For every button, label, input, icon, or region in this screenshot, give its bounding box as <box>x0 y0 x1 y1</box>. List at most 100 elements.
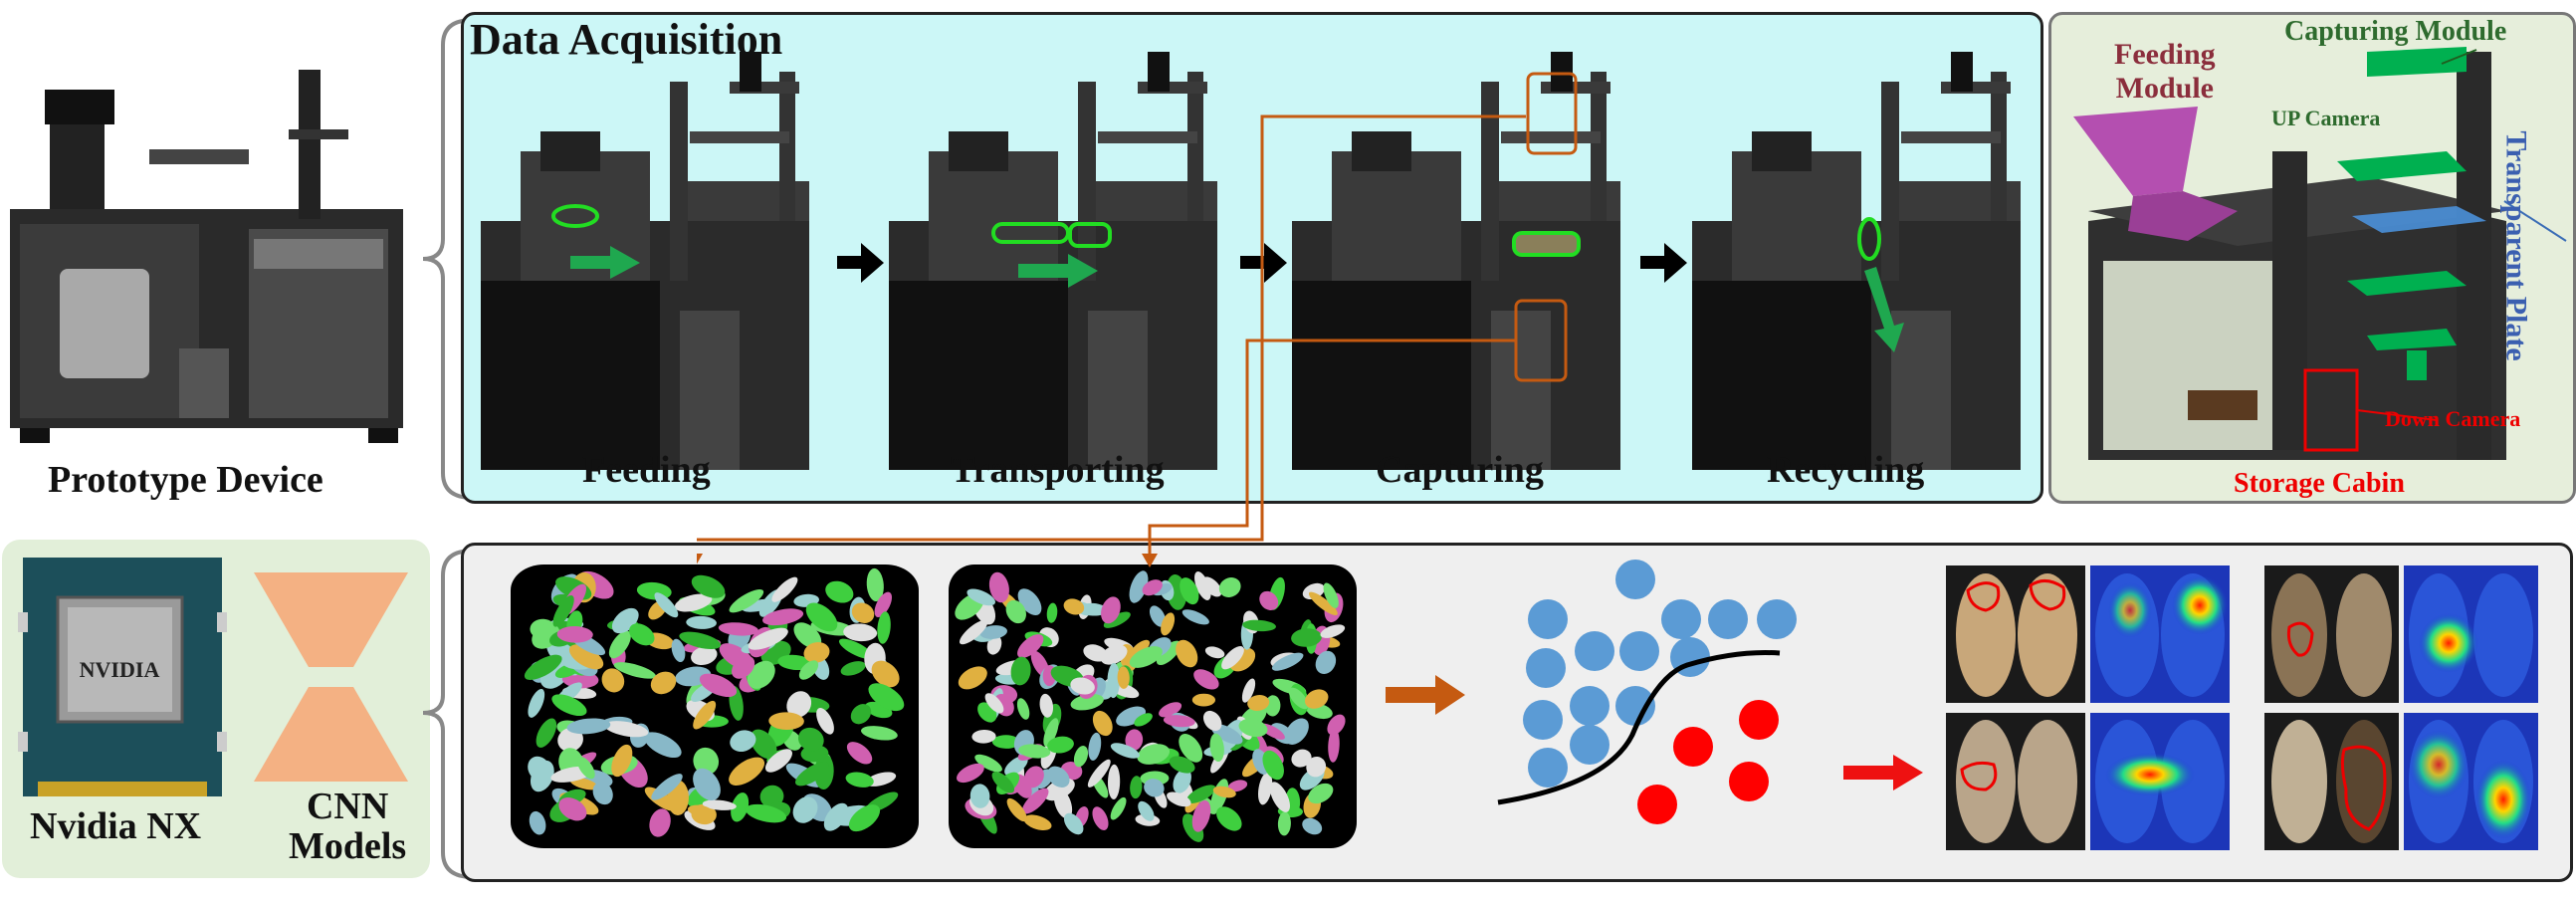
down-image-seed <box>1092 806 1109 830</box>
down-image-seed <box>1257 772 1273 805</box>
down-image-seed <box>1101 596 1121 624</box>
down-image-seed <box>1006 797 1027 822</box>
down-image-seed <box>974 754 1002 773</box>
down-image-seed <box>984 693 1004 714</box>
down-image-seed <box>969 784 990 808</box>
cad-transparent-plate-label: Transparent Plate <box>2499 130 2533 361</box>
down-image-seed <box>958 666 987 690</box>
stage-label-feeding: Feeding <box>582 449 711 491</box>
up-image-seed <box>825 580 854 603</box>
recycling-seed-highlight <box>1857 217 1881 261</box>
down-image-seed <box>1323 582 1339 608</box>
feeding-seed-highlight <box>551 204 599 228</box>
up-image-seed <box>750 729 777 760</box>
down-image-seed <box>1212 786 1236 798</box>
down-image-seed <box>1271 652 1304 671</box>
down-image-seed <box>1107 662 1121 699</box>
up-image-seed <box>868 683 905 712</box>
down-image-seed <box>966 588 996 606</box>
down-image-seed <box>1173 769 1191 793</box>
up-image-seed <box>576 757 595 780</box>
down-image-seed <box>1176 639 1198 668</box>
nvidia-nx-board: NVIDIA <box>18 558 227 796</box>
down-image-seed <box>1163 715 1195 728</box>
up-image-seed <box>866 567 884 602</box>
up-image-seed <box>861 726 898 741</box>
up-image-seed <box>693 768 721 801</box>
down-image-seed <box>1201 576 1222 597</box>
down-image-seed <box>1087 759 1111 788</box>
up-image-seed <box>764 749 792 773</box>
down-image-seed <box>1277 811 1291 836</box>
down-image-seed <box>1138 800 1155 821</box>
down-image-seed <box>1149 605 1167 627</box>
down-image-seed <box>1204 646 1225 659</box>
down-image-seed <box>1004 756 1028 777</box>
up-image-seed <box>805 602 838 632</box>
flow-arrow-1 <box>837 243 884 283</box>
down-image-seed <box>1039 693 1054 718</box>
to-classification-arrow <box>1386 675 1465 715</box>
down-image-seed <box>979 625 1007 639</box>
up-image-seed <box>650 671 677 695</box>
down-image-seed <box>1073 746 1089 768</box>
up-image-seed <box>679 631 722 650</box>
seed-detection-image-down <box>949 564 1357 848</box>
up-image-seed <box>850 704 872 725</box>
down-image-seed <box>1308 591 1338 616</box>
up-image-seed <box>608 630 631 659</box>
to-heatmap-arrow <box>1843 755 1923 790</box>
up-image-seed <box>629 623 655 646</box>
down-image-seed <box>1327 714 1346 736</box>
up-image-seed <box>792 796 818 823</box>
down-image-seed <box>1262 750 1284 781</box>
up-image-seed <box>524 654 562 680</box>
up-image-seed <box>649 808 671 837</box>
down-image-seed <box>1043 718 1059 747</box>
up-image-seed <box>613 662 656 679</box>
up-image-seed <box>686 615 717 629</box>
seed-detection-image-up-wide <box>511 564 1359 848</box>
down-image-seed <box>1110 743 1140 759</box>
up-image-seed <box>687 804 714 817</box>
down-image-seed <box>1092 710 1113 737</box>
down-image-seed <box>1117 666 1130 689</box>
down-image-seed <box>991 772 1015 793</box>
down-image-seed <box>1216 806 1242 831</box>
down-image-seed <box>1053 789 1073 819</box>
up-image-seed <box>699 673 738 698</box>
up-image-seed <box>798 660 819 680</box>
up-image-seed <box>816 708 834 735</box>
gradcam-results <box>1946 565 2538 850</box>
down-image-seed <box>1169 756 1195 774</box>
up-image-seed <box>845 772 874 788</box>
nvidia-nx-label: Nvidia NX <box>30 805 202 847</box>
stage-label-recycling: Recycling <box>1767 449 1925 491</box>
down-image-seed <box>1247 695 1270 711</box>
down-image-seed <box>1202 710 1222 732</box>
down-image-seed <box>1320 624 1346 638</box>
up-image-seed <box>691 646 718 666</box>
up-image-seed <box>651 774 683 800</box>
cad-capturing-module-label: Capturing Module <box>2284 16 2507 47</box>
acquisition-machines <box>481 52 2021 470</box>
up-image-seed <box>843 623 878 642</box>
up-image-seed <box>601 668 625 693</box>
data-acquisition-title: Data Acquisition <box>470 15 783 64</box>
camera-connector-lines <box>697 114 1526 567</box>
down-image-seed <box>1070 693 1104 711</box>
up-image-seed <box>731 792 750 822</box>
down-image-seed <box>1063 598 1085 615</box>
down-image-seed <box>988 571 1009 603</box>
stage-label-transporting: Transporting <box>951 449 1165 491</box>
cad-down-camera-label: Down Camera <box>2385 406 2521 431</box>
up-image-seed <box>569 777 598 790</box>
down-image-seed <box>1103 611 1131 628</box>
down-image-seed <box>1308 783 1334 804</box>
down-image-seed <box>1010 656 1031 686</box>
up-image-seed <box>768 712 804 731</box>
up-image-seed <box>718 622 758 636</box>
up-image-seed <box>803 642 830 663</box>
down-image-seed <box>1144 779 1165 797</box>
prototype-device-label: Prototype Device <box>48 459 323 501</box>
